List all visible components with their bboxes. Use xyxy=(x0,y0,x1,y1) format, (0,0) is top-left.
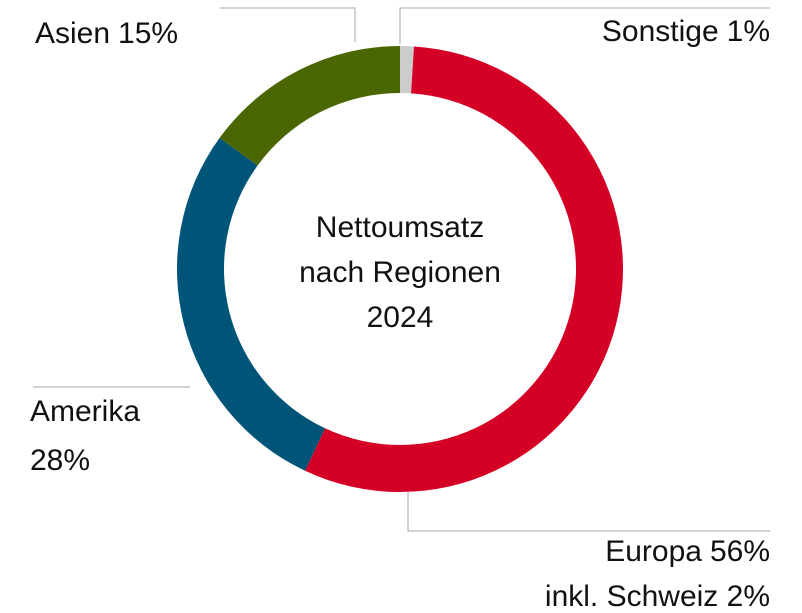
category-label: Amerika xyxy=(30,395,140,428)
leader-line xyxy=(399,7,770,44)
leader-line xyxy=(407,482,770,532)
donut-segment xyxy=(177,137,326,471)
donut-segment xyxy=(400,46,415,94)
chart-title: nach Regionen xyxy=(299,256,501,289)
donut-segment xyxy=(219,45,400,166)
category-label: Asien xyxy=(35,17,110,50)
category-label: Europa xyxy=(605,535,702,568)
chart-title: 2024 xyxy=(367,301,434,334)
annotation: inkl. Schweiz 2% xyxy=(545,580,770,613)
value-label: 28% xyxy=(30,444,90,477)
value-label: 15% xyxy=(118,17,178,50)
category-label: Sonstige xyxy=(602,15,719,48)
value-label: 1% xyxy=(727,15,770,48)
leader-line xyxy=(220,7,356,42)
chart-title: Nettoumsatz xyxy=(316,211,484,244)
donut-segment xyxy=(305,46,623,492)
value-label: 56% xyxy=(710,535,770,568)
